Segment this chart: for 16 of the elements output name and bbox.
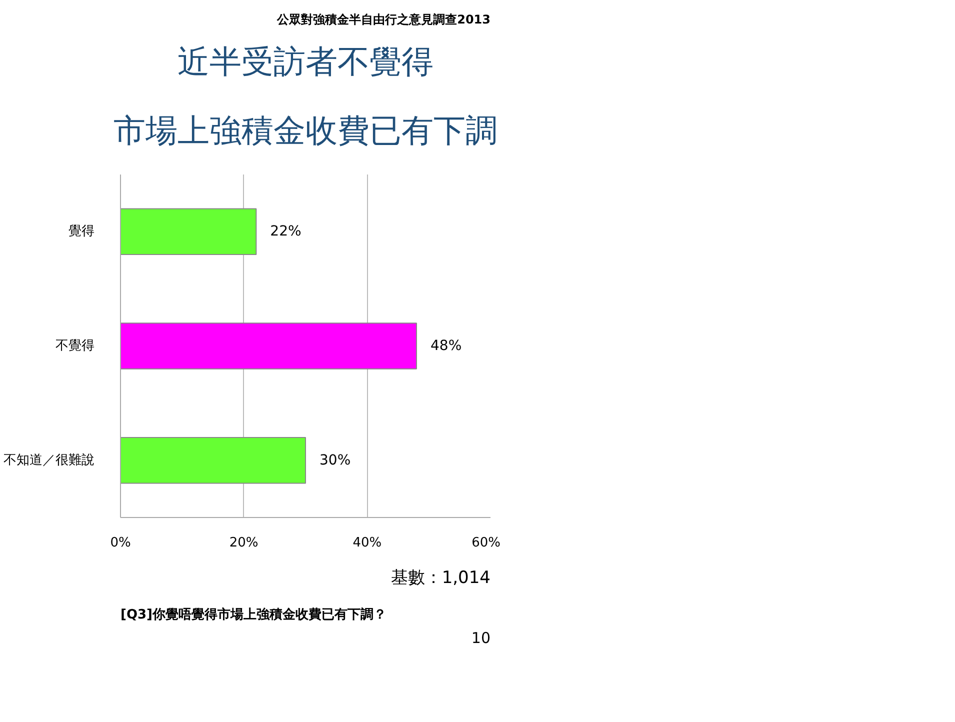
chart-title: 近半受訪者不覺得 [178,42,434,80]
text: 10 [471,629,491,647]
x-tick-label: 40% [352,536,382,550]
x-tick-label: 0% [110,536,131,550]
data-label: 30% [320,452,351,468]
chart-subtitle: 市場上強積金收費已有下調 [114,112,498,150]
text: 公眾對強積金半自由行之意見調查2013 [276,12,491,26]
y-tick-label: 不覺得 [56,338,94,354]
text: [Q3]你覺唔覺得市場上強積金收費已有下調？ [120,606,386,622]
y-tick-label: 覺得 [68,224,94,240]
data-label: 22% [270,224,302,240]
text: 基數：1,014 [390,568,491,588]
y-tick-label: 不知道／很難說 [4,452,94,468]
x-tick-label: 60% [472,536,501,550]
data-label: 48% [430,338,462,354]
x-tick-label: 20% [229,536,258,550]
